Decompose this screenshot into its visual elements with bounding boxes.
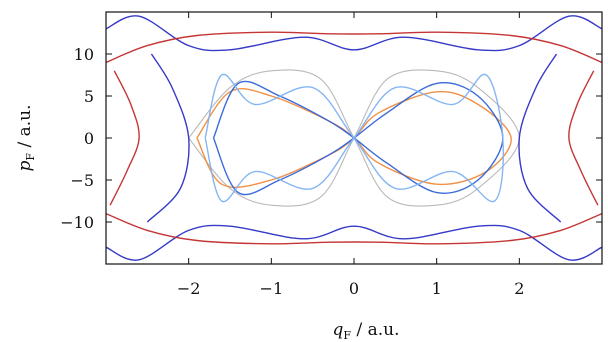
x-tick-label: 0	[349, 279, 359, 298]
x-axis-variable: q	[333, 320, 344, 340]
x-axis-label: qF / a.u.	[333, 320, 400, 342]
series-red-9	[106, 212, 602, 245]
y-axis-subscript: F	[24, 153, 37, 161]
series-dark_blue-7	[518, 53, 562, 223]
y-axis-unit: / a.u.	[15, 105, 35, 153]
series-layer	[106, 15, 602, 261]
y-tick-label: 5	[84, 87, 94, 106]
y-tick-label: −5	[70, 171, 94, 190]
series-red-8	[106, 31, 602, 64]
x-tick-label: −2	[177, 279, 201, 298]
series-dark_blue-6	[146, 53, 190, 223]
y-tick-label: 10	[74, 45, 94, 64]
y-axis-variable: p	[15, 160, 35, 171]
x-axis-unit: / a.u.	[351, 320, 399, 340]
series-red-11	[568, 70, 599, 206]
series-red-10	[109, 70, 140, 206]
x-axis-subscript: F	[343, 329, 351, 342]
x-tick-label: 2	[514, 279, 524, 298]
y-tick-label: 0	[84, 129, 94, 148]
series-light_blue-3	[204, 73, 504, 203]
y-axis-label: pF / a.u.	[15, 105, 37, 172]
x-tick-label: −1	[260, 279, 284, 298]
x-tick-label: 1	[432, 279, 442, 298]
y-tick-label: −10	[60, 213, 94, 232]
